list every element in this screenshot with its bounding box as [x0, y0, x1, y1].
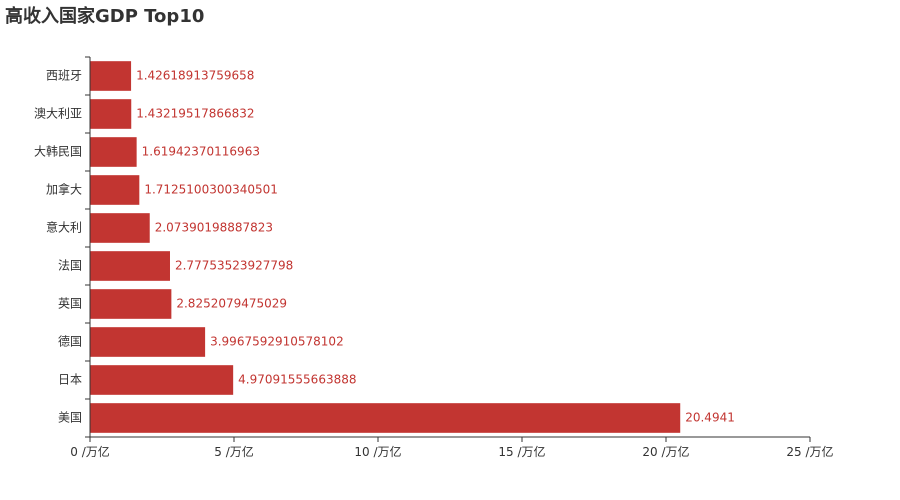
x-tick-label: 5 /万亿 [214, 444, 254, 459]
bar [90, 403, 681, 433]
y-tick-label: 美国 [58, 411, 82, 425]
y-tick-label: 加拿大 [46, 182, 82, 197]
chart-title: 高收入国家GDP Top10 [5, 6, 205, 27]
y-axis: 美国 日本 德国 英国 法国 意大利 加拿大 大韩民国 澳大利亚 西班牙 [34, 56, 91, 438]
x-tick-label: 15 /万亿 [498, 444, 545, 459]
data-label: 1.42618913759658 [136, 69, 254, 83]
y-tick-label: 日本 [58, 373, 82, 387]
x-tick-label: 25 /万亿 [786, 444, 833, 459]
y-tick-label: 西班牙 [46, 69, 82, 83]
data-label: 1.43219517866832 [136, 107, 254, 121]
y-tick-label: 英国 [58, 297, 82, 311]
y-tick-label: 意大利 [46, 220, 82, 235]
bar [90, 327, 206, 357]
y-tick-label: 法国 [58, 259, 82, 273]
x-axis: 0 /万亿 5 /万亿 10 /万亿 15 /万亿 20 /万亿 25 /万亿 [70, 436, 834, 459]
bar [90, 137, 137, 167]
bar [90, 251, 170, 281]
data-label: 2.8252079475029 [176, 297, 287, 311]
bar [90, 175, 140, 205]
bars-group [90, 61, 681, 433]
bar [90, 289, 172, 319]
data-label: 1.7125100300340501 [144, 183, 278, 197]
data-label: 2.07390198887823 [155, 221, 273, 235]
data-label: 4.97091555663888 [238, 373, 356, 387]
data-labels-group: 20.4941 4.97091555663888 3.996759291057810… [136, 69, 735, 425]
x-tick-label: 10 /万亿 [354, 444, 401, 459]
y-tick-label: 大韩民国 [34, 144, 82, 159]
data-label: 2.77753523927798 [175, 259, 293, 273]
x-tick-label: 0 /万亿 [70, 444, 110, 459]
x-tick-label: 20 /万亿 [642, 444, 689, 459]
bar [90, 365, 234, 395]
bar [90, 213, 150, 243]
y-tick-label: 德国 [58, 334, 82, 349]
bar [90, 61, 132, 91]
data-label: 20.4941 [685, 411, 735, 425]
data-label: 3.9967592910578102 [210, 335, 344, 349]
data-label: 1.61942370116963 [142, 145, 260, 159]
bar [90, 99, 132, 129]
y-tick-label: 澳大利亚 [34, 107, 82, 121]
